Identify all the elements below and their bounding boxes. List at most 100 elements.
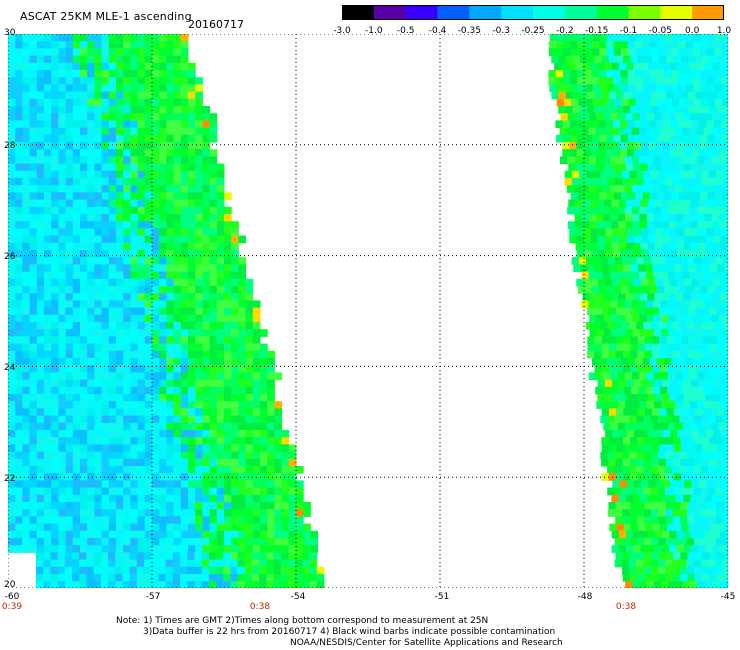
swath-cell: [195, 235, 203, 244]
swath-cell: [188, 530, 196, 539]
swath-cell: [101, 379, 110, 388]
swath-cell: [173, 530, 182, 539]
swath-cell: [245, 379, 254, 388]
swath-cell: [721, 134, 728, 143]
swath-cell: [173, 163, 182, 172]
colorbar-tick-label: -0.2: [556, 26, 574, 36]
swath-cell: [209, 134, 218, 143]
swath-cell: [702, 523, 711, 532]
swath-cell: [65, 322, 74, 330]
swath-cell: [72, 170, 81, 179]
swath-cell: [591, 149, 599, 157]
swath-cell: [29, 278, 38, 287]
swath-cell: [58, 358, 67, 366]
swath-cell: [159, 228, 167, 237]
swath-cell: [582, 163, 591, 172]
swath-cell: [575, 199, 584, 208]
swath-cell: [629, 574, 638, 582]
swath-cell: [288, 516, 297, 525]
swath-cell: [122, 574, 131, 582]
swath-cell: [691, 250, 700, 258]
swath-cell: [652, 444, 660, 453]
swath-cell: [216, 559, 224, 568]
swath-cell: [606, 41, 614, 49]
swath-cell: [15, 185, 23, 193]
swath-cell: [188, 242, 196, 251]
swath-cell: [123, 451, 131, 460]
swath-cell: [144, 581, 152, 588]
swath-cell: [644, 336, 653, 345]
swath-cell: [51, 336, 59, 345]
swath-cell: [712, 530, 721, 539]
swath-cell: [137, 221, 146, 229]
swath-cell: [65, 538, 74, 546]
swath-cell: [694, 509, 702, 517]
swath-cell: [195, 502, 203, 510]
swath-cell: [680, 516, 688, 525]
swath-cell: [245, 415, 254, 424]
swath-cell: [678, 77, 686, 85]
swath-cell: [604, 293, 612, 301]
swath-cell: [631, 185, 640, 193]
swath-cell: [649, 358, 658, 366]
colorbar-segment: [596, 5, 630, 20]
swath-cell: [639, 221, 648, 229]
swath-cell: [151, 574, 159, 582]
swath-cell: [682, 127, 690, 136]
swath-cell: [44, 530, 52, 539]
swath-cell: [604, 199, 612, 208]
swath-cell: [51, 178, 59, 186]
swath-cell: [51, 257, 59, 265]
swath-cell: [682, 113, 691, 121]
swath-cell: [267, 350, 275, 359]
swath-cell: [72, 91, 81, 100]
swath-cell: [144, 62, 153, 71]
swath-cell: [15, 509, 23, 517]
swath-cell: [716, 574, 724, 582]
swath-cell: [685, 286, 694, 294]
swath-cell: [660, 372, 669, 381]
swath-cell: [22, 271, 31, 280]
swath-cell: [590, 278, 599, 287]
swath-cell: [252, 336, 261, 345]
swath-cell: [572, 55, 581, 64]
swath-cell: [65, 221, 74, 229]
swath-cell: [202, 242, 211, 251]
swath-cell: [726, 329, 728, 337]
swath-cell: [44, 98, 52, 107]
swath-cell: [123, 358, 131, 366]
swath-cell: [65, 350, 74, 359]
swath-cell: [8, 494, 16, 503]
swath-cell: [144, 120, 153, 129]
swath-cell: [123, 394, 131, 402]
swath-cell: [80, 329, 88, 337]
swath-cell: [619, 149, 628, 157]
swath-cell: [8, 41, 16, 49]
swath-cell: [195, 372, 203, 381]
swath-cell: [672, 322, 680, 330]
swath-cell: [622, 552, 631, 561]
swath-cell: [36, 307, 45, 316]
swath-cell: [72, 206, 81, 215]
swath-cell: [130, 221, 139, 229]
swath-cell: [29, 271, 38, 280]
swath-cell: [624, 206, 633, 215]
swath-cell: [209, 336, 218, 345]
swath-cell: [166, 286, 175, 294]
swath-cell: [130, 509, 139, 517]
swath-cell: [627, 77, 636, 85]
swath-cell: [216, 444, 225, 453]
swath-cell: [682, 581, 691, 588]
swath-cell: [87, 293, 95, 301]
swath-cell: [123, 185, 131, 193]
swath-cell: [224, 214, 232, 222]
swath-cell: [115, 559, 123, 568]
swath-cell: [231, 257, 239, 265]
swath-cell: [223, 581, 231, 588]
swath-cell: [58, 350, 67, 359]
swath-cell: [123, 307, 131, 316]
swath-cell: [714, 84, 723, 93]
swath-cell: [657, 466, 666, 474]
swath-cell: [589, 163, 598, 172]
swath-cell: [180, 77, 189, 85]
